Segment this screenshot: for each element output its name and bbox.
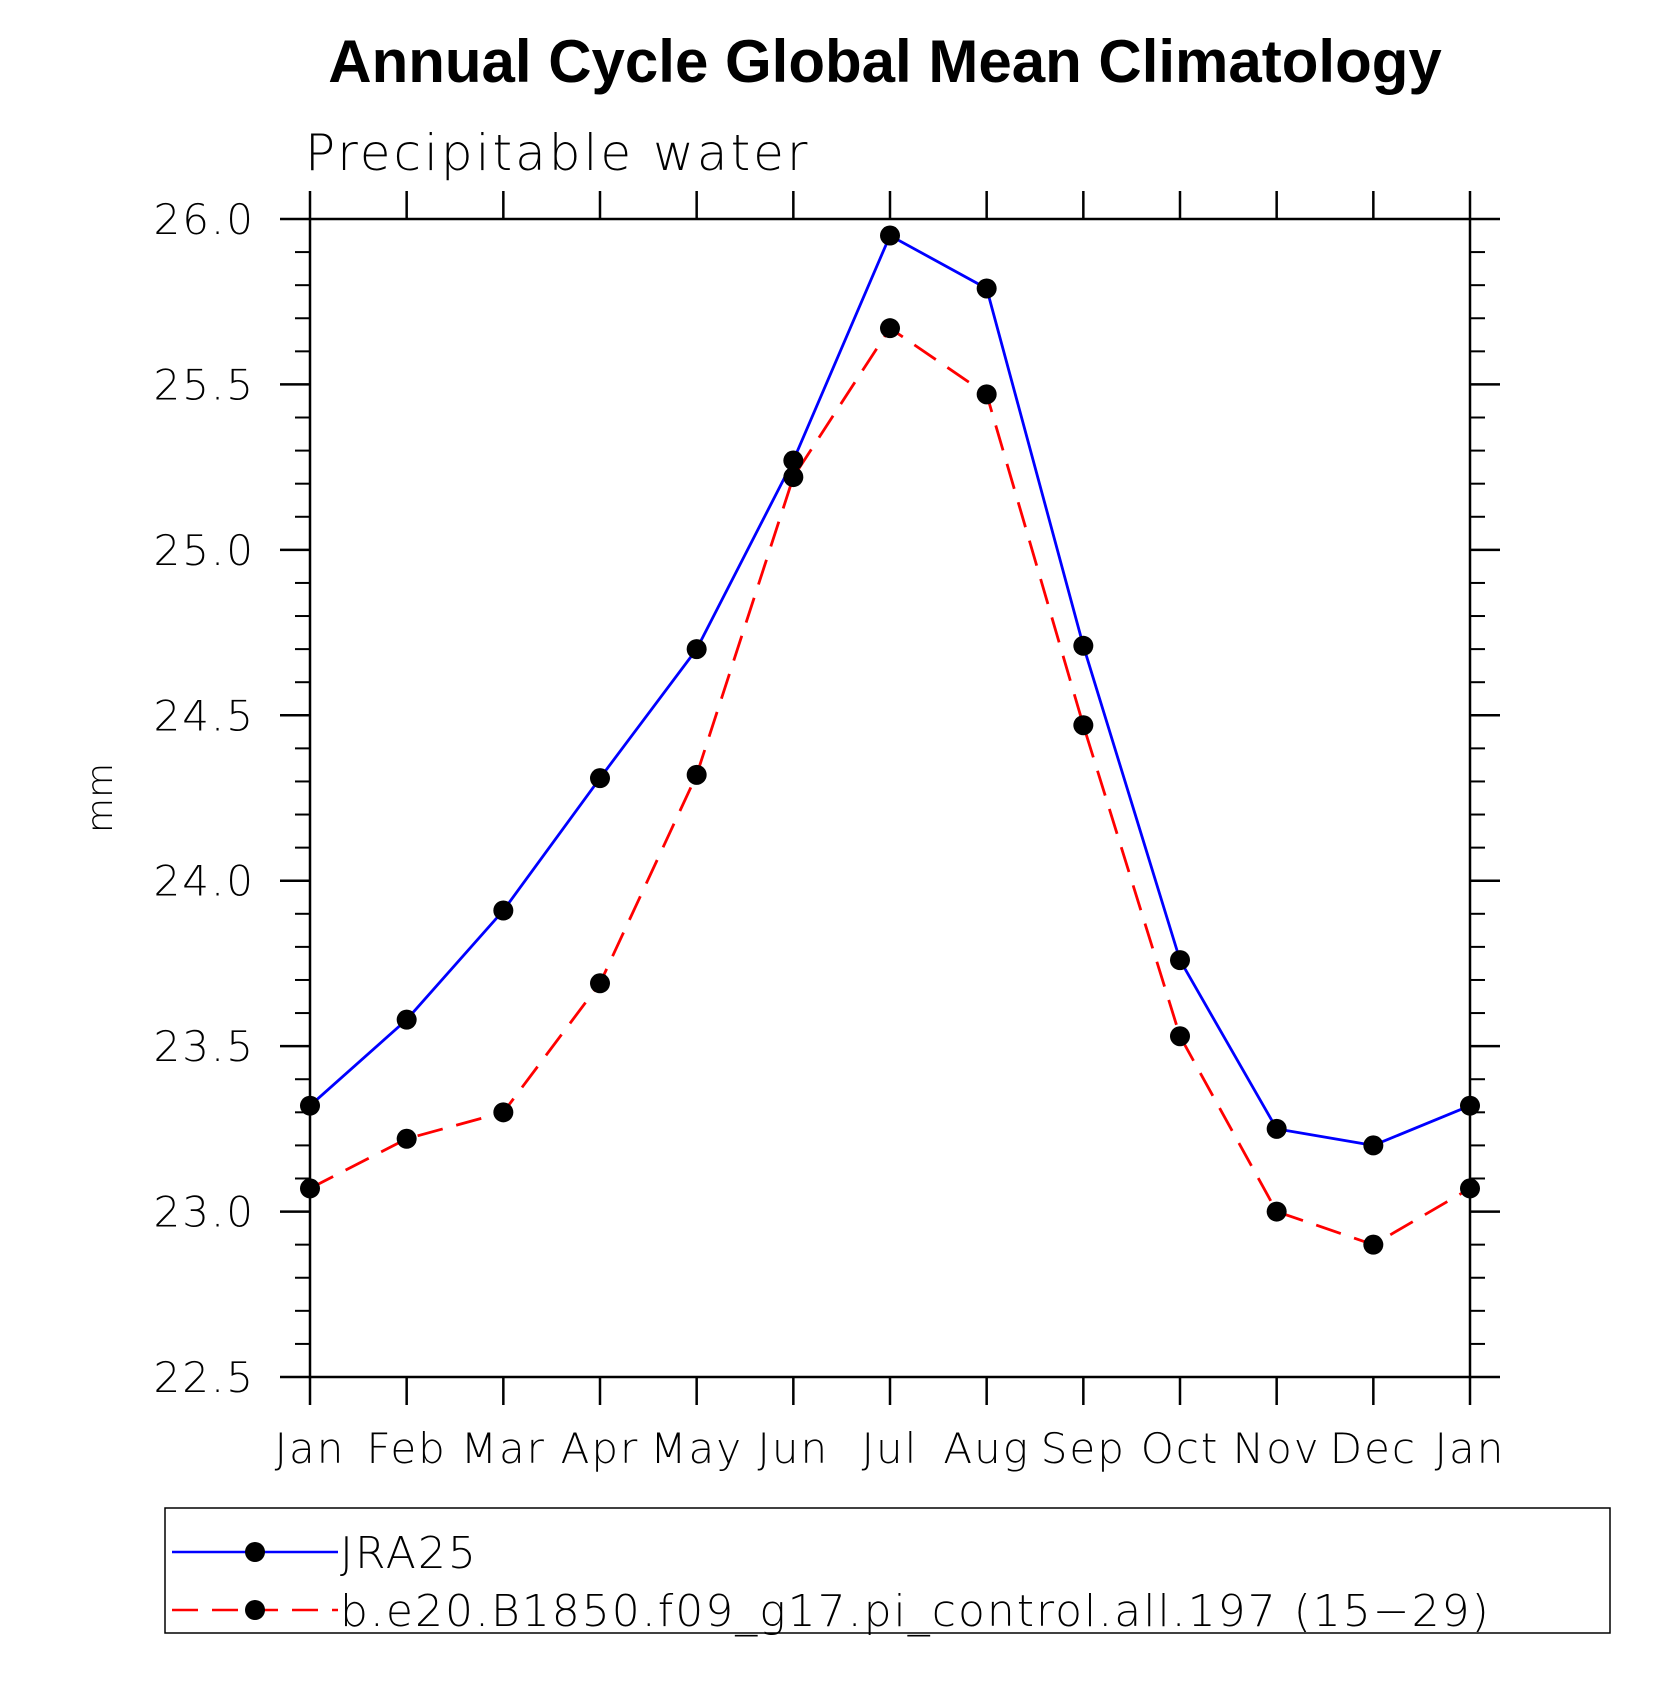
data-point-series-0 xyxy=(300,1095,320,1116)
legend-box xyxy=(164,1507,1611,1634)
data-point-series-1 xyxy=(976,384,997,405)
legend-label-jra25: JRA25 xyxy=(340,1528,478,1579)
data-point-series-0 xyxy=(1266,1118,1287,1139)
x-tick-label: May xyxy=(650,1424,743,1473)
y-tick-label: 25.0 xyxy=(153,526,255,575)
data-point-series-1 xyxy=(590,973,610,994)
x-tick-label: Oct xyxy=(1141,1424,1220,1473)
x-tick-label: Jul xyxy=(862,1424,919,1473)
data-point-series-0 xyxy=(1460,1095,1480,1116)
axis-ticks: Jan Feb Mar Apr May Jun Jul Aug Sep Oct Nov Dec Jan 2… xyxy=(153,191,1506,1473)
y-tick-label: 22.5 xyxy=(153,1353,255,1402)
data-point-series-0 xyxy=(1170,950,1190,971)
x-tick-label: Nov xyxy=(1233,1424,1321,1473)
series-line-0 xyxy=(309,233,1471,1147)
x-tick-label: Jan xyxy=(275,1424,346,1473)
data-point-series-0 xyxy=(976,278,997,299)
data-point-series-0 xyxy=(1363,1135,1384,1156)
data-point-series-0 xyxy=(590,768,610,789)
data-point-series-0 xyxy=(396,1009,417,1030)
y-tick-label: 23.5 xyxy=(153,1022,255,1071)
chart-title: Annual Cycle Global Mean Climatology xyxy=(328,28,1442,95)
series-layer xyxy=(300,225,1480,1255)
legend: JRA25 b.e20.B1850.f09_g17.pi_control.all… xyxy=(164,1507,1611,1637)
data-point-series-1 xyxy=(880,318,900,339)
y-tick-label: 26.0 xyxy=(153,195,255,244)
x-tick-label: Mar xyxy=(461,1424,546,1473)
data-point-series-1 xyxy=(493,1102,514,1123)
x-tick-label: Apr xyxy=(561,1424,640,1473)
data-point-series-1 xyxy=(396,1128,417,1149)
data-point-series-0 xyxy=(493,900,514,921)
y-tick-label: 25.5 xyxy=(153,360,255,409)
data-point-series-0 xyxy=(686,639,707,660)
x-tick-label: Aug xyxy=(943,1424,1030,1473)
data-point-series-1 xyxy=(300,1178,320,1199)
data-point-series-1 xyxy=(1170,1026,1190,1047)
data-point-series-0 xyxy=(783,450,804,471)
data-point-series-1 xyxy=(1266,1201,1287,1222)
data-point-series-1 xyxy=(686,764,707,785)
y-tick-label: 24.5 xyxy=(153,691,255,740)
legend-marker-model xyxy=(245,1600,265,1620)
x-tick-label: Jun xyxy=(758,1424,830,1473)
data-point-series-0 xyxy=(880,225,900,246)
legend-marker-jra25 xyxy=(245,1542,265,1562)
x-tick-label: Jan xyxy=(1435,1424,1506,1473)
legend-label-model: b.e20.B1850.f09_g17.pi_control.all.197 (… xyxy=(340,1586,1491,1637)
plot-frame xyxy=(308,217,1472,1379)
data-point-series-1 xyxy=(1073,715,1094,736)
data-point-series-1 xyxy=(783,467,804,488)
x-tick-label: Dec xyxy=(1330,1424,1417,1473)
y-tick-label: 24.0 xyxy=(153,857,255,906)
x-tick-label: Feb xyxy=(366,1424,446,1473)
series-line-1 xyxy=(309,326,1471,1247)
y-axis-label: mm xyxy=(80,763,121,833)
chart-subtitle: Precipitable water xyxy=(305,124,811,182)
data-point-series-0 xyxy=(1073,635,1094,656)
x-tick-label: Sep xyxy=(1041,1424,1126,1473)
data-point-series-1 xyxy=(1460,1178,1480,1199)
y-tick-label: 23.0 xyxy=(153,1188,255,1237)
data-point-series-1 xyxy=(1363,1234,1384,1255)
